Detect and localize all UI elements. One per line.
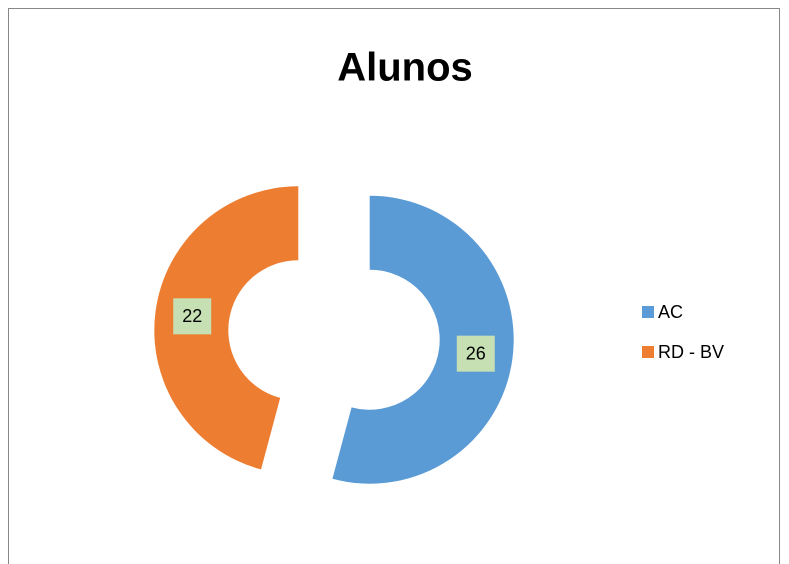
donut-slice — [332, 195, 514, 484]
data-label-box — [173, 298, 212, 335]
donut-slice — [154, 186, 299, 470]
data-label: 22 — [182, 306, 202, 326]
legend-label: RD - BV — [658, 342, 724, 362]
data-label-box — [456, 335, 495, 372]
legend-swatch — [642, 346, 654, 358]
data-label: 26 — [466, 343, 486, 363]
legend-label: AC — [658, 302, 683, 322]
chart-title: Alunos — [337, 46, 473, 90]
legend-swatch — [642, 306, 654, 318]
